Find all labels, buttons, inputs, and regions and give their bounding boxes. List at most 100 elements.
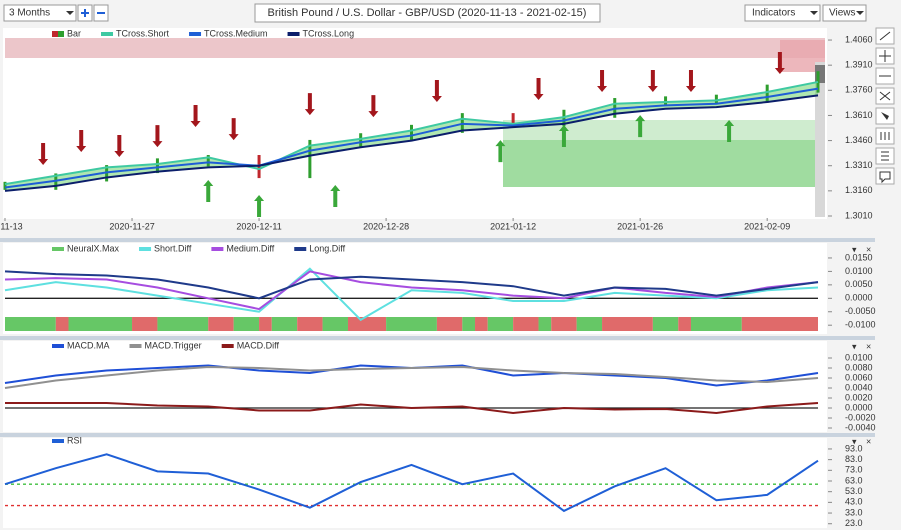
list-tool-icon <box>881 151 889 161</box>
dropdown-caret <box>810 11 818 15</box>
price-bar <box>765 84 769 103</box>
legend-icon <box>101 32 114 36</box>
range-dropdown[interactable] <box>3 4 77 22</box>
sell-arrow <box>647 69 658 92</box>
legend-icon <box>52 31 58 37</box>
panel-menu-icon[interactable]: ▾ <box>852 341 857 351</box>
y-tick-label: 1.3910 <box>845 60 873 70</box>
comment-tool-icon <box>879 171 891 184</box>
panel-menu-icon[interactable]: ▾ <box>852 436 857 446</box>
indicators-dropdown[interactable] <box>744 4 821 22</box>
macd-panel <box>3 341 827 432</box>
signal-block <box>347 317 387 331</box>
panel-close-icon[interactable]: × <box>866 341 871 351</box>
y-tick-label: 0.0060 <box>845 372 873 382</box>
chart-title: British Pound / U.S. Dollar - GBP/USD (2… <box>268 7 587 19</box>
legend-icon <box>52 439 64 443</box>
x-tick-label: 2020-11-27 <box>109 221 154 231</box>
signal-block <box>678 317 691 331</box>
y-tick-label: 1.3460 <box>845 135 873 145</box>
series-line <box>4 270 819 311</box>
series-line <box>4 94 819 192</box>
buy-arrow <box>254 195 265 218</box>
y-tick-label: 63.0 <box>845 475 863 485</box>
sell-arrow <box>774 52 785 75</box>
legend-label: MACD.MA <box>67 340 110 350</box>
panel-separator <box>0 433 875 437</box>
side-toolbar <box>875 27 895 185</box>
legend-icon <box>189 32 202 36</box>
y-tick-label: 0.0040 <box>845 382 873 392</box>
price-bar <box>410 124 413 142</box>
price-bar <box>155 158 159 174</box>
signal-block <box>208 317 234 331</box>
x-tick-label: 2021-01-12 <box>490 221 536 231</box>
support-zone <box>503 120 825 140</box>
sell-arrow <box>152 125 163 148</box>
plus-icon <box>81 9 89 17</box>
signal-block <box>5 317 56 331</box>
signal-block <box>690 317 742 331</box>
signal-block <box>538 317 552 331</box>
sell-arrow <box>533 78 544 101</box>
legend-label: Short.Diff <box>154 243 192 253</box>
signal-block <box>741 317 818 331</box>
signal-block <box>271 317 298 331</box>
legend-label: Medium.Diff <box>226 243 274 253</box>
y-tick-label: 0.0100 <box>845 352 873 362</box>
series-line <box>4 270 819 300</box>
y-tick-label: 0.0000 <box>845 293 873 303</box>
legend-label: TCross.Medium <box>204 28 268 38</box>
sell-arrow <box>190 105 201 128</box>
y-tick-label: -0.0020 <box>845 412 876 422</box>
signal-block <box>652 317 679 331</box>
price-bar <box>3 181 7 190</box>
scrollbar[interactable] <box>815 62 825 217</box>
x-tick-label: 2020-12-28 <box>363 221 409 231</box>
y-tick-label: 53.0 <box>845 486 863 496</box>
panel-menu-icon[interactable]: ▾ <box>852 244 857 254</box>
scroll-thumb[interactable] <box>815 65 825 83</box>
price-bar <box>359 133 363 148</box>
sell-arrow <box>597 69 608 92</box>
panel-close-icon[interactable]: × <box>866 436 871 446</box>
signal-block <box>386 317 437 331</box>
sell-arrow <box>431 80 442 103</box>
signal-block <box>602 317 653 331</box>
buy-arrow <box>635 115 646 138</box>
y-tick-label: 83.0 <box>845 454 863 464</box>
panel-separator <box>0 336 875 340</box>
signal-block <box>513 317 539 331</box>
x-tick-label: 2021-02-09 <box>744 221 790 231</box>
legend-icon <box>211 247 224 251</box>
buy-arrow <box>330 184 341 207</box>
y-tick-label: 1.4060 <box>845 34 873 44</box>
views-dropdown[interactable] <box>822 4 867 22</box>
y-tick-label: 1.3310 <box>845 160 873 170</box>
legend-icon <box>52 344 64 348</box>
title-box <box>254 3 601 23</box>
tool-button[interactable] <box>875 167 895 185</box>
sell-arrow <box>38 143 49 166</box>
price-bar <box>206 155 210 167</box>
legend-icon <box>221 344 234 348</box>
toolbar: 3 Months British Pound / U.S. Dollar - G… <box>3 3 867 23</box>
y-tick-label: 1.3610 <box>845 110 873 120</box>
signal-block <box>487 317 514 331</box>
legend-icon <box>139 247 152 251</box>
cursor-tool-icon <box>881 112 889 120</box>
range-label: 3 Months <box>9 8 50 19</box>
line-tool-icon <box>879 31 891 41</box>
sell-arrow <box>228 118 239 141</box>
panel-separator <box>0 238 875 242</box>
legend-icon <box>129 344 142 348</box>
panel-close-icon[interactable]: × <box>866 244 871 254</box>
legend-label: TCross.Short <box>116 28 170 38</box>
dropdown-caret <box>856 11 864 15</box>
price-bar <box>511 113 515 127</box>
signal-block <box>436 317 463 331</box>
sell-arrow <box>304 93 315 116</box>
x-tick-label: 2020-12-11 <box>236 221 281 231</box>
support-zone <box>503 140 825 187</box>
series-line <box>4 453 819 513</box>
